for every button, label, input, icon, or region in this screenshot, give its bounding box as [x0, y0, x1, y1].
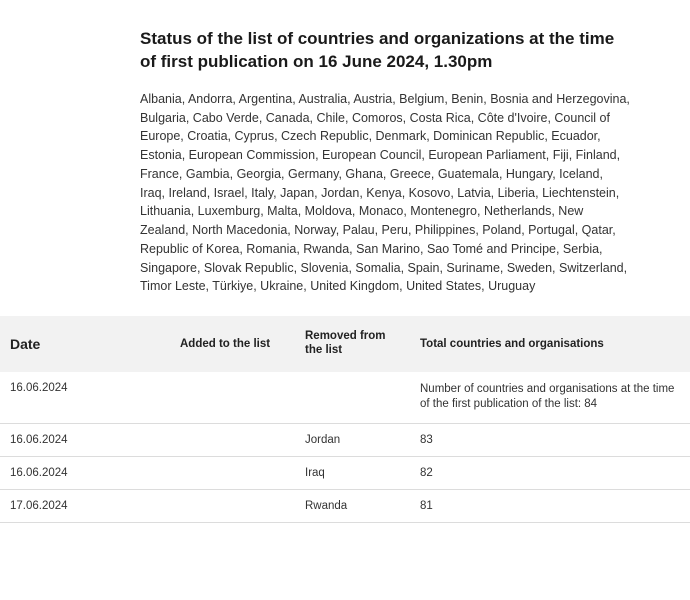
header-total: Total countries and organisations — [410, 316, 690, 372]
table-row: 16.06.2024 Iraq 82 — [0, 456, 690, 489]
header-removed: Removed from the list — [295, 316, 410, 372]
header-date: Date — [0, 316, 170, 372]
cell-added — [170, 423, 295, 456]
page-title: Status of the list of countries and orga… — [140, 28, 630, 74]
cell-date: 16.06.2024 — [0, 456, 170, 489]
cell-removed: Iraq — [295, 456, 410, 489]
cell-total: 83 — [410, 423, 690, 456]
cell-removed: Rwanda — [295, 489, 410, 522]
cell-removed: Jordan — [295, 423, 410, 456]
changes-table: Date Added to the list Removed from the … — [0, 316, 690, 523]
table-row: 16.06.2024 Jordan 83 — [0, 423, 690, 456]
countries-list: Albania, Andorra, Argentina, Australia, … — [140, 90, 630, 296]
cell-total: Number of countries and organisa­tions a… — [410, 372, 690, 424]
table-header-row: Date Added to the list Removed from the … — [0, 316, 690, 372]
cell-total: 82 — [410, 456, 690, 489]
cell-added — [170, 489, 295, 522]
table-row: 17.06.2024 Rwanda 81 — [0, 489, 690, 522]
cell-date: 16.06.2024 — [0, 423, 170, 456]
table-row: 16.06.2024 Number of countries and organ… — [0, 372, 690, 424]
cell-date: 17.06.2024 — [0, 489, 170, 522]
cell-added — [170, 372, 295, 424]
cell-date: 16.06.2024 — [0, 372, 170, 424]
cell-total: 81 — [410, 489, 690, 522]
content-block: Status of the list of countries and orga… — [0, 0, 690, 312]
cell-added — [170, 456, 295, 489]
cell-removed — [295, 372, 410, 424]
header-added: Added to the list — [170, 316, 295, 372]
